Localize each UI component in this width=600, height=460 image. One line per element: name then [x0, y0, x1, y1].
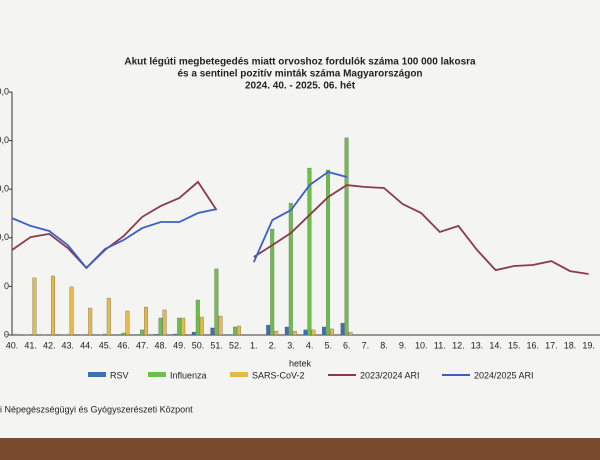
bar: [288, 202, 293, 336]
bar: [330, 328, 334, 336]
legend-label: 2024/2025 ARI: [474, 370, 534, 380]
x-tick-label: 5.: [324, 340, 332, 350]
bar: [106, 297, 111, 336]
paper: [0, 0, 600, 438]
x-tick-label: 1.: [250, 340, 258, 350]
bar: [322, 326, 326, 336]
x-tick-label: 42.: [43, 340, 56, 350]
bar: [125, 310, 130, 336]
x-tick-label: 46.: [117, 340, 130, 350]
bar: [292, 330, 297, 336]
x-tick-label: 41.: [24, 340, 37, 350]
x-tick-label: 51.: [210, 340, 223, 350]
chart-title: Akut légúti megbetegedés miatt orvoshoz …: [124, 57, 476, 68]
chart-title: és a sentinel pozitív minták száma Magya…: [177, 69, 422, 80]
x-tick-label: 43.: [62, 340, 75, 350]
legend-swatch: [88, 372, 106, 377]
bar: [311, 329, 316, 336]
bar: [177, 317, 182, 336]
x-tick-label: 2.: [269, 340, 277, 350]
bar: [144, 306, 148, 336]
x-tick-label: 47.: [136, 340, 149, 350]
bar: [303, 329, 308, 336]
x-tick-label: 49.: [173, 340, 186, 350]
y-tick-label: 00,0: [0, 135, 9, 145]
y-tick-label: 0: [4, 329, 9, 339]
x-tick-label: 40.: [6, 340, 19, 350]
bar: [210, 327, 215, 336]
x-tick-label: 9.: [399, 340, 407, 350]
x-tick-label: 45.: [99, 340, 112, 350]
x-tick-label: 3.: [287, 340, 295, 350]
bar: [218, 315, 223, 336]
bar: [307, 167, 312, 336]
x-tick-label: 11.: [434, 340, 446, 350]
footer: i Népegészségügyi és Gyógyszerészeti Köz…: [0, 404, 193, 414]
y-tick-label: 000,0: [0, 86, 9, 96]
line: [11, 170, 348, 270]
x-tick-label: 13.: [471, 340, 484, 350]
legend-label: 2023/2024 ARI: [360, 370, 420, 380]
line: [11, 180, 589, 275]
bar: [199, 316, 204, 336]
x-tick-label: 15.: [508, 340, 521, 350]
legend-swatch: [148, 372, 166, 377]
x-tick-label: 6.: [343, 340, 351, 350]
x-tick-label: 48.: [155, 340, 168, 350]
bar: [162, 309, 167, 336]
x-tick-label: 10.: [415, 340, 428, 350]
bar: [51, 275, 55, 336]
bar: [344, 137, 349, 336]
x-tick-label: 14.: [489, 340, 502, 350]
x-tick-label: 19.: [582, 340, 595, 350]
legend-swatch: [230, 372, 248, 377]
bar: [13, 333, 18, 336]
x-axis-label: hetek: [289, 358, 312, 368]
x-tick-label: 52.: [229, 340, 242, 350]
bar: [326, 169, 330, 336]
bar: [274, 330, 279, 336]
bar: [266, 324, 271, 336]
bar: [32, 277, 37, 336]
bar: [88, 307, 93, 336]
bar: [69, 286, 74, 336]
bar: [102, 333, 107, 336]
bar: [191, 331, 196, 336]
y-tick-label: 0: [4, 281, 9, 291]
bar: [173, 333, 178, 336]
x-tick-label: 7.: [362, 340, 370, 350]
bar: [348, 331, 353, 336]
x-tick-label: 8.: [380, 340, 388, 350]
chart-title: 2024. 40. - 2025. 06. hét: [245, 81, 356, 92]
bar: [140, 329, 144, 336]
x-tick-label: 4.: [306, 340, 314, 350]
legend-label: Influenza: [170, 370, 207, 380]
x-tick-label: 16.: [527, 340, 540, 350]
legend-label: RSV: [110, 370, 129, 380]
legend-label: SARS-CoV-2: [252, 370, 305, 380]
bar: [237, 325, 241, 336]
bar: [121, 332, 126, 336]
bar: [284, 326, 289, 336]
bar: [233, 326, 237, 336]
x-tick-label: 12.: [452, 340, 465, 350]
bar: [154, 334, 159, 336]
bar: [158, 317, 163, 336]
bar: [214, 268, 219, 336]
y-tick-label: 0,0: [0, 184, 9, 194]
bar: [195, 299, 200, 336]
x-tick-label: 50.: [192, 340, 205, 350]
bar: [270, 228, 275, 336]
x-tick-label: 44.: [80, 340, 93, 350]
bar: [340, 322, 345, 336]
y-tick-label: 0,0: [0, 232, 9, 242]
bar: [181, 317, 186, 336]
x-tick-label: 17.: [545, 340, 558, 350]
x-tick-label: 18.: [564, 340, 577, 350]
